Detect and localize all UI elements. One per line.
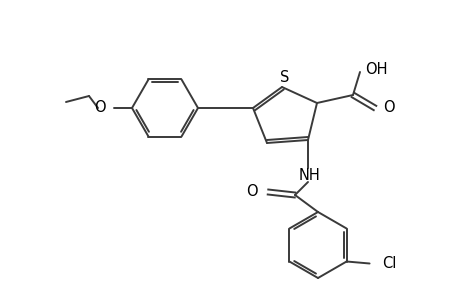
Text: Cl: Cl xyxy=(382,256,396,271)
Text: O: O xyxy=(94,100,106,116)
Text: S: S xyxy=(280,70,289,86)
Text: O: O xyxy=(382,100,394,116)
Text: O: O xyxy=(246,184,257,200)
Text: OH: OH xyxy=(364,62,386,77)
Text: NH: NH xyxy=(298,169,320,184)
